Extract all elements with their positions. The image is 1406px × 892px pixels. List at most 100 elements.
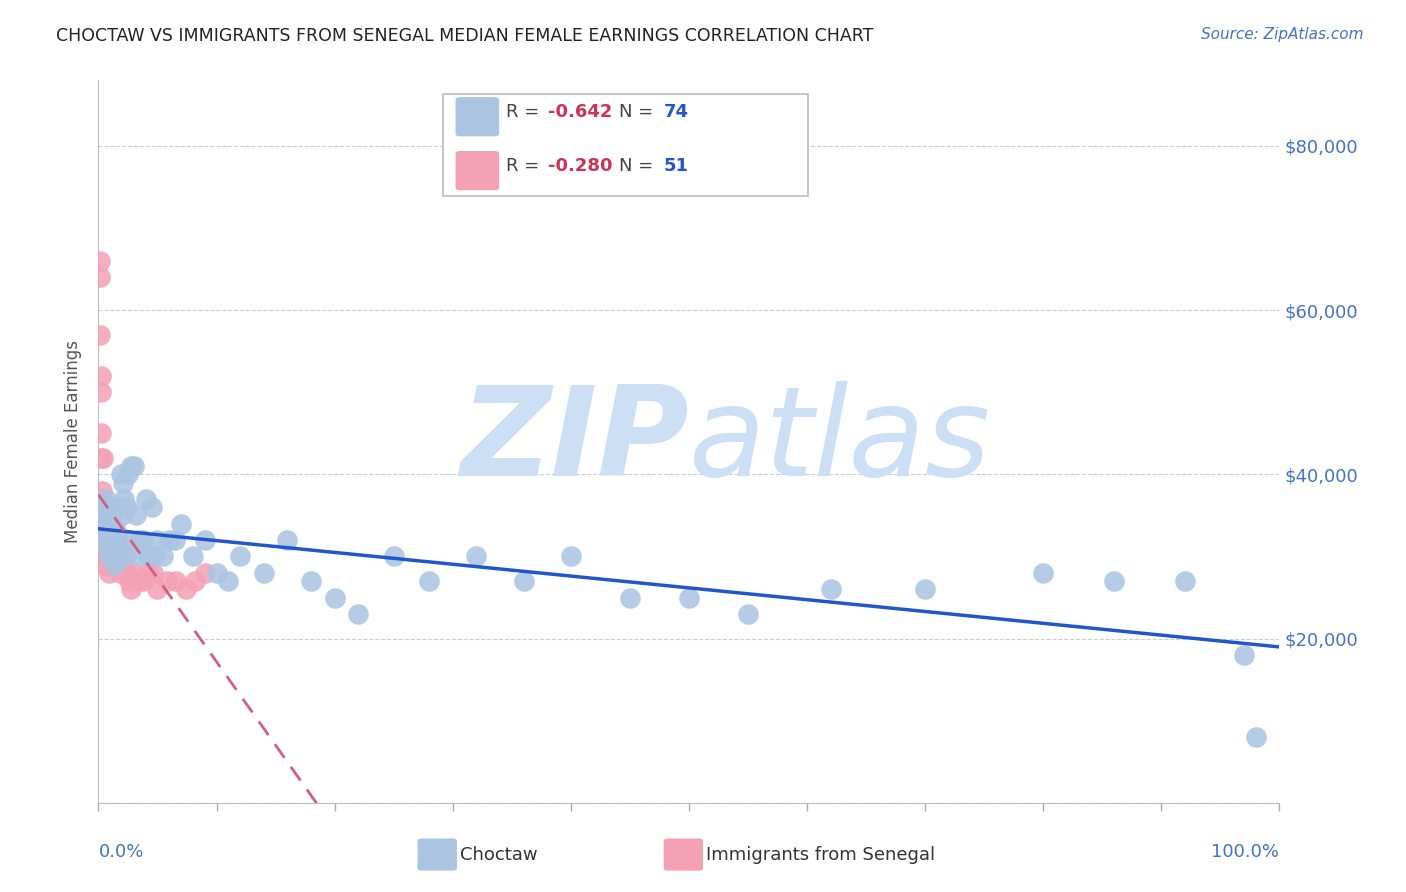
Point — [128, 574, 150, 588]
Point — [105, 558, 128, 572]
Point — [96, 549, 118, 564]
Point — [115, 500, 138, 515]
Point — [820, 582, 842, 597]
Point — [347, 607, 370, 621]
Point — [121, 582, 143, 597]
Point — [138, 549, 160, 564]
Point — [217, 574, 239, 588]
Point — [93, 500, 115, 515]
Point — [108, 566, 131, 580]
Point — [112, 475, 135, 490]
Point — [97, 541, 120, 556]
Point — [101, 541, 124, 556]
Text: 0.0%: 0.0% — [98, 843, 143, 861]
Text: Immigrants from Senegal: Immigrants from Senegal — [706, 846, 935, 863]
Point — [229, 549, 252, 564]
Point — [90, 450, 112, 465]
Point — [100, 524, 122, 539]
Text: 100.0%: 100.0% — [1212, 843, 1279, 861]
Point — [90, 368, 112, 383]
Point — [91, 450, 114, 465]
Point — [194, 566, 217, 580]
Point — [91, 524, 114, 539]
Point — [152, 549, 174, 564]
Point — [94, 558, 117, 572]
Point — [129, 549, 152, 564]
Point — [142, 566, 165, 580]
Text: 51: 51 — [664, 157, 689, 175]
Point — [90, 426, 112, 441]
Point — [94, 533, 117, 547]
Point — [276, 533, 298, 547]
Point — [194, 533, 217, 547]
Point — [184, 574, 207, 588]
Text: Source: ZipAtlas.com: Source: ZipAtlas.com — [1201, 27, 1364, 42]
Text: N =: N = — [619, 103, 658, 121]
Point — [132, 533, 155, 547]
Point — [96, 524, 118, 539]
Point — [117, 467, 139, 482]
Text: -0.642: -0.642 — [548, 103, 613, 121]
Point — [104, 541, 127, 556]
Point — [141, 500, 163, 515]
Point — [103, 533, 125, 547]
Point — [89, 327, 111, 342]
Point — [90, 385, 112, 400]
Point — [146, 533, 169, 547]
Y-axis label: Median Female Earnings: Median Female Earnings — [65, 340, 83, 543]
Point — [112, 549, 135, 564]
Point — [125, 508, 148, 523]
Point — [122, 459, 145, 474]
Point — [118, 533, 141, 547]
Point — [103, 549, 125, 564]
Text: R =: R = — [506, 103, 546, 121]
Point — [98, 549, 121, 564]
Point — [165, 574, 187, 588]
Point — [1032, 566, 1054, 580]
Point — [91, 483, 114, 498]
Point — [89, 253, 111, 268]
Point — [107, 549, 129, 564]
Point — [181, 549, 204, 564]
Point — [118, 574, 141, 588]
Point — [1244, 730, 1267, 744]
Point — [94, 541, 117, 556]
Point — [157, 533, 180, 547]
Point — [299, 574, 322, 588]
Point — [100, 508, 122, 523]
Point — [382, 549, 405, 564]
Point — [91, 500, 114, 515]
Point — [253, 566, 276, 580]
Point — [146, 582, 169, 597]
Text: -0.280: -0.280 — [548, 157, 613, 175]
Point — [114, 549, 136, 564]
Point — [97, 508, 120, 523]
Point — [111, 508, 134, 523]
Point — [93, 516, 115, 531]
Point — [103, 524, 125, 539]
Point — [135, 491, 157, 506]
Point — [619, 591, 641, 605]
Point — [174, 582, 197, 597]
Point — [97, 541, 120, 556]
Point — [560, 549, 582, 564]
Point — [115, 566, 138, 580]
Point — [94, 491, 117, 506]
Point — [678, 591, 700, 605]
Point — [101, 558, 124, 572]
Point — [91, 500, 114, 515]
Point — [91, 491, 114, 506]
Point — [323, 591, 346, 605]
Point — [91, 516, 114, 531]
Point — [98, 524, 121, 539]
Text: ZIP: ZIP — [460, 381, 689, 502]
Point — [156, 574, 179, 588]
Point — [143, 549, 166, 564]
Text: 74: 74 — [664, 103, 689, 121]
Point — [94, 508, 117, 523]
Point — [93, 533, 115, 547]
Text: Choctaw: Choctaw — [460, 846, 537, 863]
Point — [121, 459, 143, 474]
Point — [1102, 574, 1125, 588]
Point — [105, 541, 128, 556]
